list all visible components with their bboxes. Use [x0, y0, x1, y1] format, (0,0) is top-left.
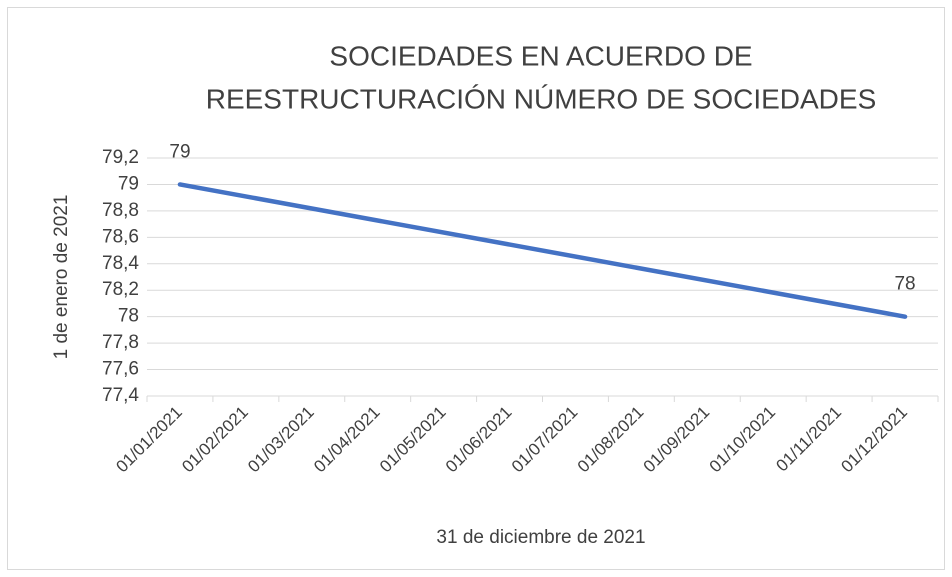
y-tick-label: 78,2: [102, 279, 139, 300]
y-tick-label: 77,8: [102, 332, 139, 353]
line: [177, 182, 908, 319]
y-tick-label: 78,8: [102, 200, 139, 221]
y-axis-title: 1 de enero de 2021: [51, 195, 72, 360]
y-tick-label: 78,4: [102, 253, 139, 274]
data-label: 78: [894, 274, 915, 295]
chart-title: REESTRUCTURACIÓN NÚMERO DE SOCIEDADES: [206, 83, 877, 114]
y-tick-label: 77,6: [102, 359, 139, 380]
y-tick-label: 79: [118, 173, 139, 194]
y-tick-label: 78,6: [102, 226, 139, 247]
x-axis-title: 31 de diciembre de 2021: [436, 527, 645, 548]
y-tick-label: 78: [118, 306, 139, 327]
data-label: 79: [169, 141, 190, 162]
chart-title: SOCIEDADES EN ACUERDO DE: [329, 40, 752, 71]
chart-frame: [7, 7, 945, 570]
y-tick-label: 79,2: [102, 147, 139, 168]
y-tick-label: 77,4: [102, 385, 139, 406]
